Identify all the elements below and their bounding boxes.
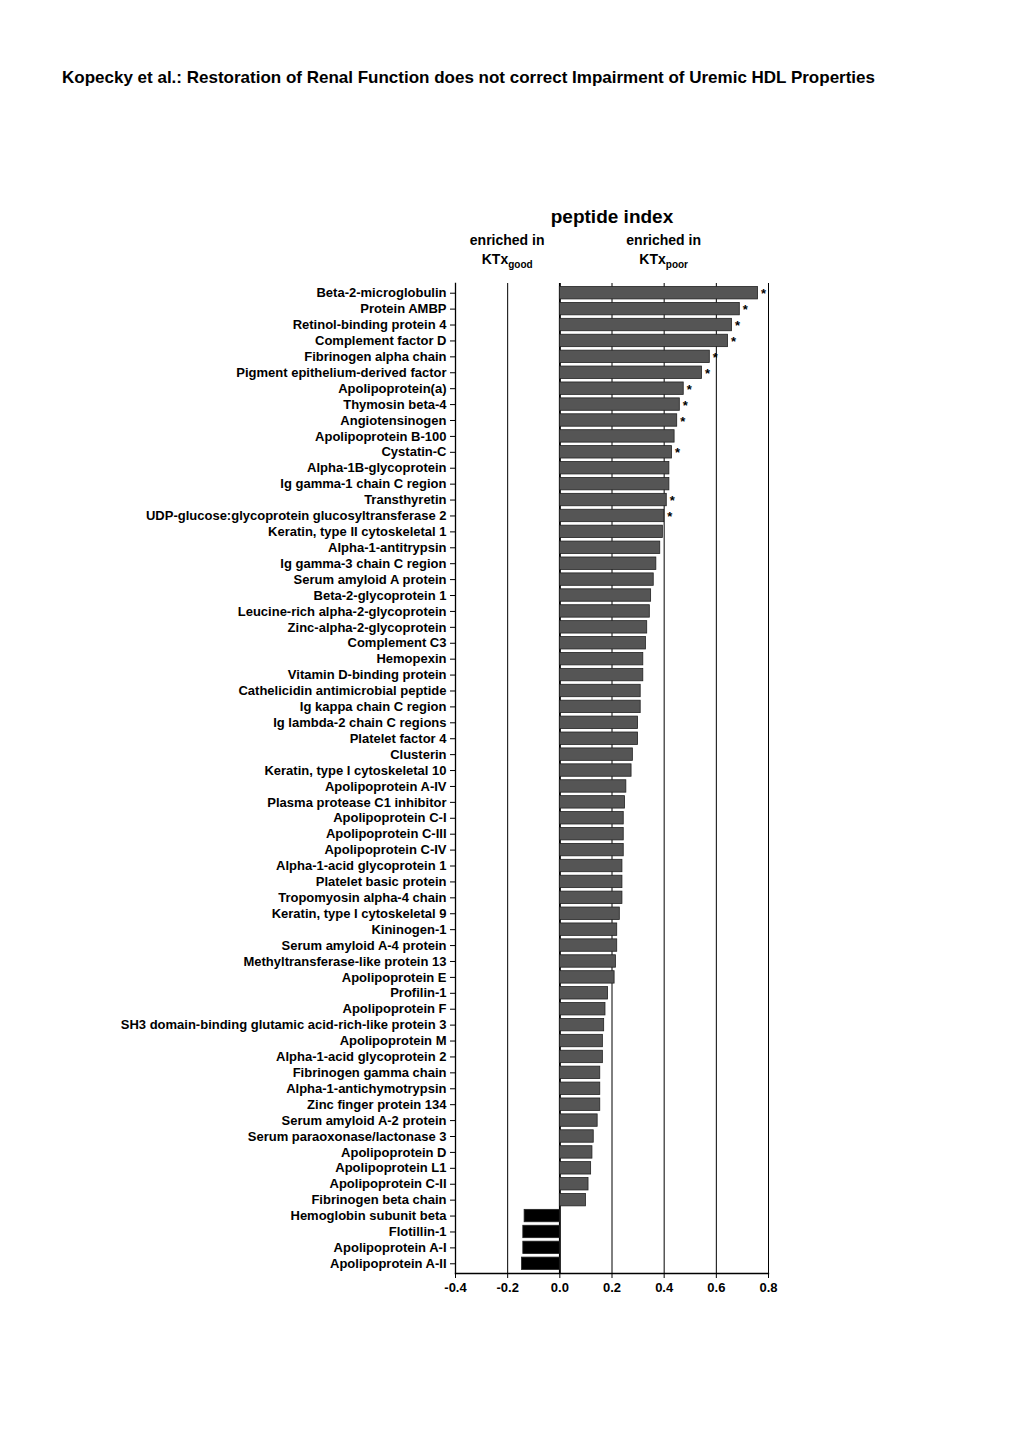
svg-text:*: * <box>713 350 719 365</box>
svg-text:Complement factor D: Complement factor D <box>315 333 446 348</box>
svg-text:KTxgood: KTxgood <box>482 251 533 270</box>
svg-text:Ig gamma-1 chain C region: Ig gamma-1 chain C region <box>280 476 446 491</box>
svg-text:Pigment epithelium-derived fac: Pigment epithelium-derived factor <box>236 365 446 380</box>
svg-text:Flotillin-1: Flotillin-1 <box>389 1224 447 1239</box>
svg-text:Serum amyloid A protein: Serum amyloid A protein <box>294 572 447 587</box>
svg-text:enriched in: enriched in <box>626 232 701 248</box>
svg-text:Profilin-1: Profilin-1 <box>390 985 446 1000</box>
svg-text:Hemoglobin subunit beta: Hemoglobin subunit beta <box>291 1208 448 1223</box>
svg-text:Apolipoprotein C-III: Apolipoprotein C-III <box>326 826 447 841</box>
svg-text:Apolipoprotein D: Apolipoprotein D <box>341 1145 446 1160</box>
svg-text:*: * <box>675 445 681 460</box>
svg-text:Cathelicidin antimicrobial pep: Cathelicidin antimicrobial peptide <box>238 683 446 698</box>
svg-text:Beta-2-microglobulin: Beta-2-microglobulin <box>316 285 446 300</box>
svg-text:*: * <box>731 334 737 349</box>
svg-text:Fibrinogen alpha chain: Fibrinogen alpha chain <box>304 349 446 364</box>
svg-text:Ig lambda-2 chain C regions: Ig lambda-2 chain C regions <box>273 715 446 730</box>
svg-text:-0.2: -0.2 <box>496 1280 518 1295</box>
svg-text:Apolipoprotein E: Apolipoprotein E <box>342 970 447 985</box>
svg-text:*: * <box>680 414 686 429</box>
svg-text:Leucine-rich alpha-2-glycoprot: Leucine-rich alpha-2-glycoprotein <box>238 604 447 619</box>
svg-text:Apolipoprotein M: Apolipoprotein M <box>340 1033 447 1048</box>
svg-text:Keratin, type II cytoskeletal: Keratin, type II cytoskeletal 1 <box>268 524 446 539</box>
svg-text:*: * <box>683 398 689 413</box>
svg-text:-0.4: -0.4 <box>444 1280 467 1295</box>
svg-text:Alpha-1-acid glycoprotein 2: Alpha-1-acid glycoprotein 2 <box>276 1049 446 1064</box>
svg-text:0.2: 0.2 <box>603 1280 621 1295</box>
svg-text:*: * <box>687 382 693 397</box>
svg-text:*: * <box>761 286 767 301</box>
svg-text:KTxpoor: KTxpoor <box>639 251 688 270</box>
svg-text:Apolipoprotein C-IV: Apolipoprotein C-IV <box>324 842 446 857</box>
svg-text:Alpha-1-antitrypsin: Alpha-1-antitrypsin <box>328 540 447 555</box>
svg-text:Methyltransferase-like protein: Methyltransferase-like protein 13 <box>243 954 446 969</box>
svg-text:Retinol-binding protein 4: Retinol-binding protein 4 <box>293 317 448 332</box>
svg-text:*: * <box>667 509 673 524</box>
svg-text:Thymosin beta-4: Thymosin beta-4 <box>343 397 447 412</box>
svg-text:*: * <box>735 318 741 333</box>
svg-text:Apolipoprotein A-IV: Apolipoprotein A-IV <box>325 779 447 794</box>
svg-text:Zinc-alpha-2-glycoprotein: Zinc-alpha-2-glycoprotein <box>288 620 447 635</box>
svg-text:Plasma protease C1 inhibitor: Plasma protease C1 inhibitor <box>267 795 446 810</box>
svg-text:Cystatin-C: Cystatin-C <box>381 444 447 459</box>
svg-text:Alpha-1B-glycoprotein: Alpha-1B-glycoprotein <box>307 460 446 475</box>
svg-text:Ig kappa chain C region: Ig kappa chain C region <box>300 699 447 714</box>
svg-text:Keratin, type I cytoskeletal 9: Keratin, type I cytoskeletal 9 <box>272 906 447 921</box>
svg-text:Protein AMBP: Protein AMBP <box>360 301 447 316</box>
svg-text:Apolipoprotein C-I: Apolipoprotein C-I <box>333 810 446 825</box>
html-text:A: A <box>66 194 82 219</box>
svg-text:Serum amyloid A-2 protein: Serum amyloid A-2 protein <box>282 1113 447 1128</box>
svg-text:Ig gamma-3 chain C region: Ig gamma-3 chain C region <box>280 556 446 571</box>
svg-text:Apolipoprotein F: Apolipoprotein F <box>343 1001 447 1016</box>
svg-text:Tropomyosin alpha-4 chain: Tropomyosin alpha-4 chain <box>278 890 446 905</box>
svg-text:Angiotensinogen: Angiotensinogen <box>340 413 446 428</box>
svg-text:Apolipoprotein C-II: Apolipoprotein C-II <box>330 1176 447 1191</box>
svg-text:*: * <box>670 493 676 508</box>
svg-text:Zinc finger protein 134: Zinc finger protein 134 <box>307 1097 447 1112</box>
svg-text:Clusterin: Clusterin <box>390 747 446 762</box>
svg-text:Alpha-1-acid glycoprotein 1: Alpha-1-acid glycoprotein 1 <box>276 858 446 873</box>
svg-text:Fibrinogen gamma chain: Fibrinogen gamma chain <box>293 1065 447 1080</box>
svg-text:Vitamin D-binding protein: Vitamin D-binding protein <box>288 667 447 682</box>
svg-text:0.0: 0.0 <box>551 1280 569 1295</box>
svg-text:Beta-2-glycoprotein 1: Beta-2-glycoprotein 1 <box>314 588 447 603</box>
svg-text:Serum paraoxonase/lactonase 3: Serum paraoxonase/lactonase 3 <box>248 1129 447 1144</box>
svg-text:Apolipoprotein(a): Apolipoprotein(a) <box>338 381 446 396</box>
svg-text:Apolipoprotein L1: Apolipoprotein L1 <box>335 1160 446 1175</box>
svg-text:Transthyretin: Transthyretin <box>364 492 446 507</box>
svg-text:Fibrinogen beta chain: Fibrinogen beta chain <box>311 1192 446 1207</box>
svg-text:Complement C3: Complement C3 <box>348 635 447 650</box>
svg-text:Apolipoprotein B-100: Apolipoprotein B-100 <box>315 429 446 444</box>
svg-text:Apolipoprotein A-I: Apolipoprotein A-I <box>334 1240 447 1255</box>
svg-text:0.8: 0.8 <box>759 1280 777 1295</box>
svg-text:Keratin, type I cytoskeletal 1: Keratin, type I cytoskeletal 10 <box>264 763 446 778</box>
svg-text:Serum amyloid A-4 protein: Serum amyloid A-4 protein <box>282 938 447 953</box>
svg-text:Alpha-1-antichymotrypsin: Alpha-1-antichymotrypsin <box>286 1081 446 1096</box>
html-text:Kopecky et al.: Restoration of: Kopecky et al.: Restoration of Renal Fun… <box>62 68 875 87</box>
svg-text:*: * <box>705 366 711 381</box>
svg-text:Platelet basic protein: Platelet basic protein <box>316 874 447 889</box>
svg-text:Hemopexin: Hemopexin <box>376 651 446 666</box>
svg-text:0.6: 0.6 <box>707 1280 725 1295</box>
svg-text:peptide index: peptide index <box>551 206 674 227</box>
svg-text:0.4: 0.4 <box>655 1280 674 1295</box>
svg-text:enriched in: enriched in <box>470 232 545 248</box>
svg-text:UDP-glucose:glycoprotein gluco: UDP-glucose:glycoprotein glucosyltransfe… <box>146 508 447 523</box>
svg-text:Kininogen-1: Kininogen-1 <box>371 922 446 937</box>
svg-text:*: * <box>743 302 749 317</box>
svg-text:Apolipoprotein A-II: Apolipoprotein A-II <box>330 1256 447 1271</box>
svg-text:Platelet factor 4: Platelet factor 4 <box>350 731 448 746</box>
svg-text:SH3 domain-binding glutamic ac: SH3 domain-binding glutamic acid-rich-li… <box>121 1017 447 1032</box>
